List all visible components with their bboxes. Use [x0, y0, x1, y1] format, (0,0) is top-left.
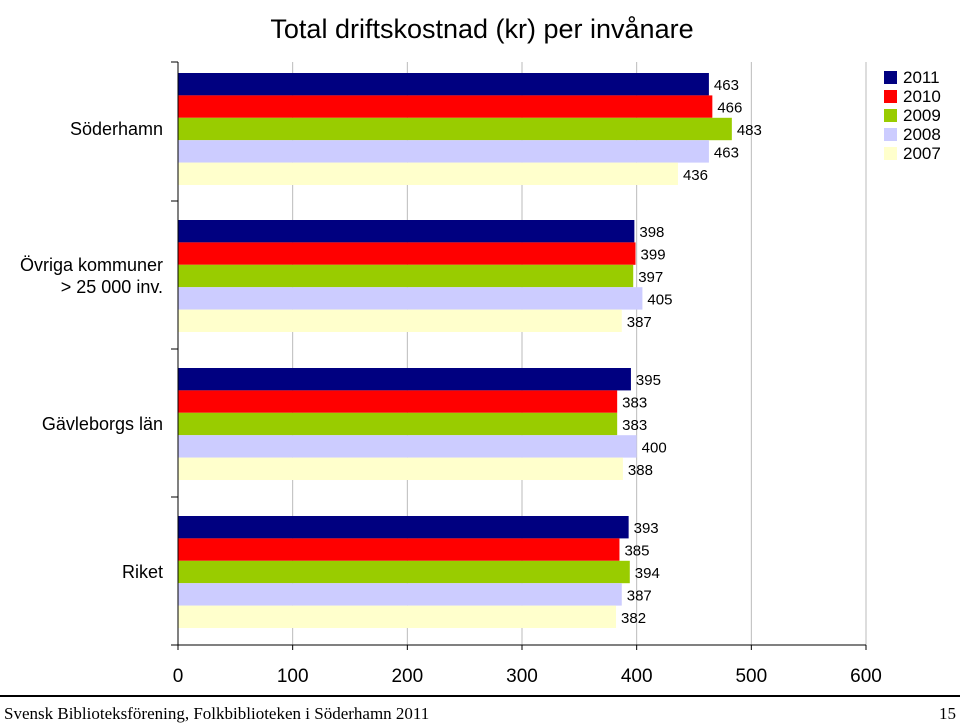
bar — [178, 287, 643, 310]
bar — [178, 538, 620, 561]
bar — [178, 412, 618, 436]
bar-value-label: 382 — [621, 610, 646, 627]
x-tick-label: 600 — [850, 666, 882, 687]
bar — [178, 390, 618, 413]
bar — [178, 560, 630, 584]
bar-value-label: 405 — [647, 291, 672, 308]
bar — [178, 605, 617, 628]
category-label: Riket — [122, 562, 163, 582]
bar-value-label: 397 — [638, 269, 663, 286]
bar-value-label: 387 — [627, 587, 652, 604]
bar-value-label: 436 — [683, 167, 708, 184]
bar — [178, 95, 713, 118]
category-label: Gävleborgs län — [42, 414, 163, 434]
x-tick-label: 100 — [277, 666, 309, 687]
legend-swatch — [884, 147, 897, 160]
x-tick-label: 300 — [506, 666, 538, 687]
bar — [178, 220, 635, 243]
footer: Svensk Biblioteksförening, Folkbibliotek… — [0, 695, 960, 725]
bar — [178, 162, 678, 185]
bar-value-label: 483 — [737, 122, 762, 139]
legend-label: 2011 — [903, 68, 940, 87]
bar — [178, 242, 636, 265]
bar — [178, 435, 637, 458]
x-tick-label: 400 — [621, 666, 653, 687]
legend-label: 2007 — [903, 144, 941, 163]
legend-swatch — [884, 109, 897, 122]
axes — [171, 61, 867, 650]
bar-value-label: 393 — [634, 520, 659, 537]
bar-value-label: 387 — [627, 314, 652, 331]
footer-divider — [0, 695, 960, 697]
page-number: 15 — [939, 704, 956, 723]
category-labels: Söderhamn Övriga kommuner> 25 000 inv. Gäv… — [20, 119, 163, 582]
bars: 463 466 483 463 436 398 399 397 405 387 395 383 383 4… — [178, 73, 762, 628]
bar-value-label: 463 — [714, 144, 739, 161]
bar — [178, 457, 623, 480]
bar-value-label: 388 — [628, 462, 653, 479]
bar — [178, 264, 634, 288]
chart-title: Total driftskostnad (kr) per invånare — [270, 14, 693, 44]
chart: 463 466 483 463 436 398 399 397 405 387 395 383 383 4… — [20, 14, 941, 687]
footer-text: Svensk Biblioteksförening, Folkbibliotek… — [4, 704, 430, 723]
x-tick-label: 0 — [173, 666, 184, 687]
bar — [178, 583, 622, 606]
bar — [178, 309, 622, 332]
bar — [178, 140, 709, 163]
bar — [178, 73, 709, 96]
bar-value-label: 463 — [714, 77, 739, 94]
bar-value-label: 385 — [624, 543, 649, 560]
bar — [178, 368, 631, 391]
bar — [178, 516, 629, 539]
legend-label: 2009 — [903, 106, 941, 125]
x-tick-labels: 0 100 200 300 400 500 600 — [173, 666, 882, 687]
bar-value-label: 394 — [635, 565, 660, 582]
x-tick-label: 500 — [735, 666, 767, 687]
category-label: > 25 000 inv. — [61, 277, 163, 297]
bar — [178, 117, 732, 141]
legend-label: 2008 — [903, 125, 941, 144]
bar-value-label: 383 — [622, 395, 647, 412]
bar-value-label: 398 — [639, 224, 664, 241]
legend-swatch — [884, 71, 897, 84]
legend-swatch — [884, 90, 897, 103]
bar-value-label: 399 — [641, 247, 666, 264]
bar-value-label: 383 — [622, 417, 647, 434]
legend-swatch — [884, 128, 897, 141]
bar-value-label: 466 — [717, 100, 742, 117]
legend-label: 2010 — [903, 87, 941, 106]
x-tick-label: 200 — [391, 666, 423, 687]
category-label: Övriga kommuner — [20, 255, 163, 275]
category-label: Söderhamn — [70, 119, 163, 139]
bar-value-label: 395 — [636, 372, 661, 389]
bar-value-label: 400 — [642, 439, 667, 456]
